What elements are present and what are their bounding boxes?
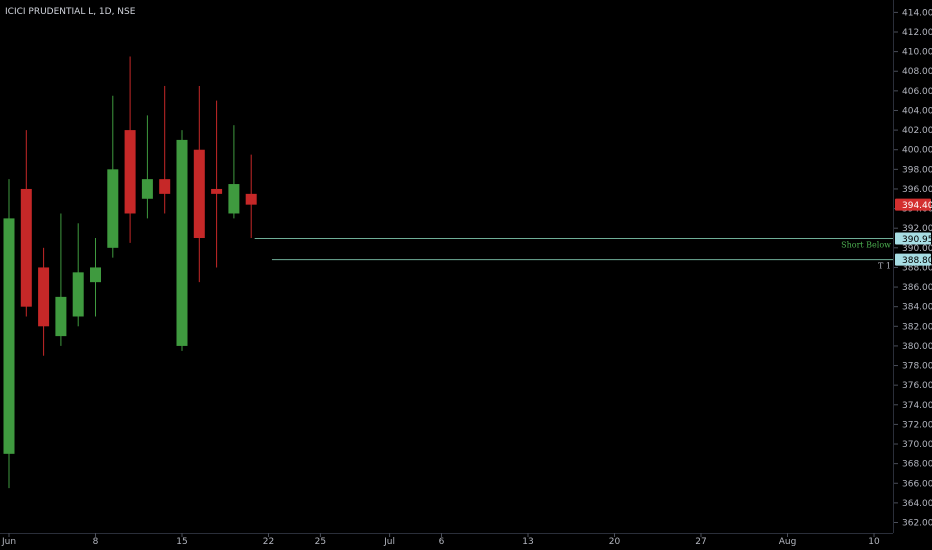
price-tick-label: 384.00 <box>902 303 932 313</box>
level-price-tag-text: 390.95 <box>902 235 932 245</box>
symbol-title: ICICI PRUDENTIAL L, 1D, NSE <box>5 7 136 17</box>
price-tick-label: 364.00 <box>902 499 932 509</box>
time-tick-label: 8 <box>93 537 99 547</box>
level-annotation: Short Below <box>841 241 891 250</box>
price-tick-label: 388.00 <box>902 263 932 273</box>
price-tags-group: 390.95 388.80 394.40 <box>895 198 932 266</box>
price-tick-label: 396.00 <box>902 185 932 195</box>
candle-body <box>176 139 188 346</box>
price-tick-label: 404.00 <box>902 106 932 116</box>
time-tick-label: 6 <box>439 537 445 547</box>
candle-body <box>141 179 153 199</box>
level-price-tag-text: 388.80 <box>902 256 932 266</box>
candle-body <box>20 188 32 307</box>
time-tick-label: 10 <box>868 537 880 547</box>
price-tick-label: 410.00 <box>902 48 932 58</box>
time-tick-label: Jul <box>383 537 395 547</box>
price-tick-label: 370.00 <box>902 440 932 450</box>
price-tick-label: 398.00 <box>902 165 932 175</box>
candle-body <box>159 179 171 194</box>
time-tick-label: 25 <box>315 537 326 547</box>
price-tick-label: 406.00 <box>902 87 932 97</box>
price-tick-label: 362.00 <box>902 519 932 529</box>
price-tick-label: 400.00 <box>902 146 932 156</box>
candles-group <box>3 56 257 489</box>
price-tick-label: 382.00 <box>902 322 932 332</box>
candle-body <box>107 169 119 248</box>
level-price-tag <box>895 232 931 245</box>
price-tick-label: 376.00 <box>902 381 932 391</box>
candle-body <box>193 149 205 239</box>
time-tick-label: Jun <box>1 537 16 547</box>
candle-body <box>38 267 50 327</box>
price-tick-label: 378.00 <box>902 362 932 372</box>
price-tick-label: 412.00 <box>902 28 932 38</box>
price-tick-label: 368.00 <box>902 460 932 470</box>
candle-body <box>72 272 84 317</box>
price-tick-label: 390.00 <box>902 244 932 254</box>
candle-body <box>90 267 101 283</box>
last-price-tag <box>895 198 931 211</box>
price-tick-label: 408.00 <box>902 67 932 77</box>
candle-body <box>3 218 15 454</box>
time-tick-label: 13 <box>522 537 533 547</box>
price-tick-label: 392.00 <box>902 224 932 234</box>
time-tick-label: 22 <box>263 537 274 547</box>
candle-body <box>211 188 223 194</box>
price-tick-label: 386.00 <box>902 283 932 293</box>
level-annotation: T 1 <box>878 262 891 271</box>
time-axis[interactable]: Jun 8 15 22 25 Jul 6 13 20 27 Aug 10 <box>1 533 880 547</box>
time-tick-label: Aug <box>779 537 797 547</box>
time-tick-label: 20 <box>609 537 621 547</box>
candle-body <box>245 193 257 205</box>
price-tick-label: 374.00 <box>902 401 932 411</box>
price-tick-label: 372.00 <box>902 420 932 430</box>
levels-group: Short Below T 1 <box>254 238 893 271</box>
candle-body <box>124 130 136 214</box>
price-tick-label: 414.00 <box>902 8 932 18</box>
time-tick-label: 15 <box>176 537 187 547</box>
candle-body <box>228 184 240 214</box>
last-price-tag-text: 394.40 <box>902 201 932 211</box>
level-price-tag <box>895 253 931 266</box>
candle-body <box>55 296 67 337</box>
price-tick-label: 402.00 <box>902 126 932 136</box>
time-tick-label: 27 <box>695 537 706 547</box>
price-tick-label: 380.00 <box>902 342 932 352</box>
price-tick-label: 366.00 <box>902 479 932 489</box>
